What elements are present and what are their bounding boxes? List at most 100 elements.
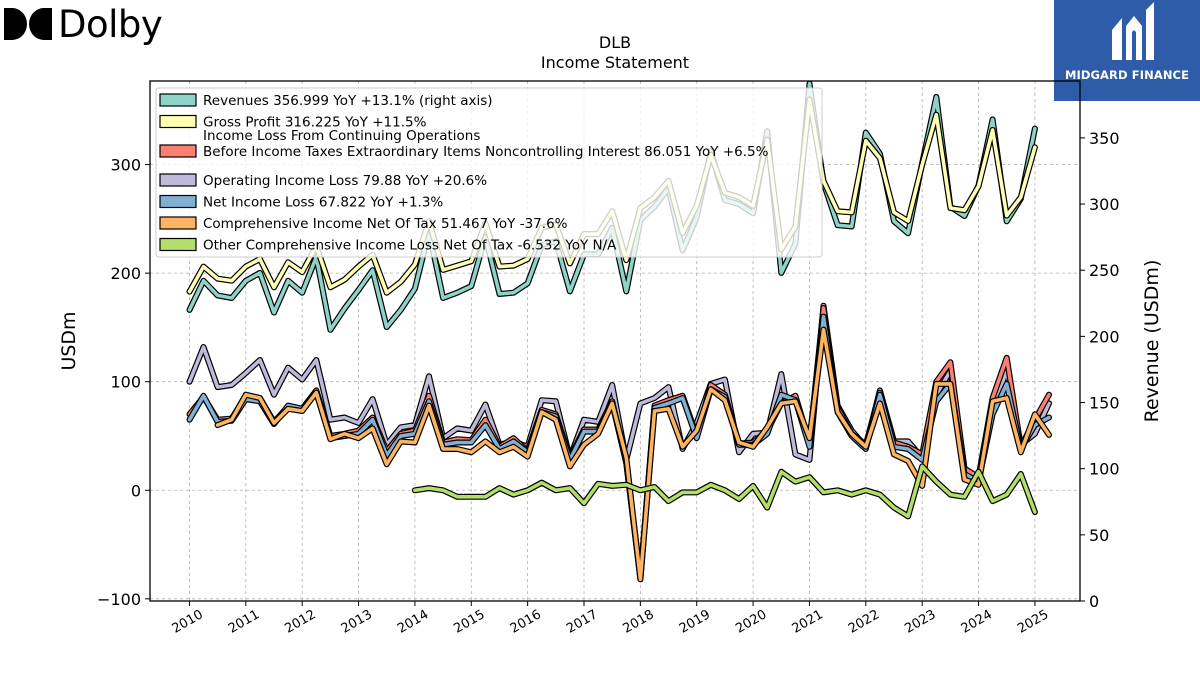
data-point bbox=[513, 446, 514, 447]
data-point bbox=[992, 501, 993, 502]
x-tick-label: 2016 bbox=[508, 607, 544, 637]
x-tick-label: 2010 bbox=[170, 607, 206, 637]
data-point bbox=[809, 477, 810, 478]
data-point bbox=[330, 419, 331, 420]
legend-item: Comprehensive Income Net Of Tax 51.467 Y… bbox=[159, 216, 568, 232]
data-point bbox=[851, 212, 852, 213]
x-tick-label: 2021 bbox=[790, 607, 826, 637]
data-point bbox=[922, 466, 923, 467]
data-point bbox=[682, 446, 683, 447]
data-point bbox=[1049, 417, 1050, 418]
data-point bbox=[330, 439, 331, 440]
data-point bbox=[823, 329, 824, 330]
legend-swatch bbox=[159, 144, 197, 158]
data-point bbox=[992, 401, 993, 402]
data-point bbox=[471, 430, 472, 431]
y-right-tick-label: 0 bbox=[1089, 592, 1099, 611]
data-point bbox=[499, 452, 500, 453]
data-point bbox=[414, 288, 415, 289]
legend-item: Other Comprehensive Income Loss Net Of T… bbox=[159, 238, 617, 254]
data-point bbox=[1049, 394, 1050, 395]
data-point bbox=[217, 425, 218, 426]
data-point bbox=[710, 484, 711, 485]
data-point bbox=[781, 272, 782, 273]
right-axis-ticks: 0 50 100 150 200 250 300 350 bbox=[1080, 129, 1120, 611]
legend-label: Income Loss From Continuing Operations bbox=[203, 128, 480, 144]
data-point bbox=[555, 490, 556, 491]
data-point bbox=[922, 164, 923, 165]
data-point bbox=[584, 503, 585, 504]
x-tick-label: 2011 bbox=[226, 607, 262, 637]
data-point bbox=[443, 449, 444, 450]
data-point bbox=[316, 360, 317, 361]
data-point bbox=[598, 433, 599, 434]
data-point bbox=[513, 494, 514, 495]
data-point bbox=[471, 452, 472, 453]
data-point bbox=[344, 433, 345, 434]
badge-text: MIDGARD FINANCE bbox=[1064, 68, 1190, 82]
data-point bbox=[386, 464, 387, 465]
data-point bbox=[795, 401, 796, 402]
data-point bbox=[527, 490, 528, 491]
data-point bbox=[795, 454, 796, 455]
data-point bbox=[823, 316, 824, 317]
data-point bbox=[203, 395, 204, 396]
data-point bbox=[992, 129, 993, 130]
x-tick-label: 2013 bbox=[339, 607, 375, 637]
data-point bbox=[894, 454, 895, 455]
data-point bbox=[879, 158, 880, 159]
legend-label: Revenues 356.999 YoY +13.1% (right axis) bbox=[203, 93, 493, 109]
data-point bbox=[274, 394, 275, 395]
data-point bbox=[1034, 147, 1035, 148]
data-point bbox=[302, 292, 303, 293]
data-point bbox=[485, 425, 486, 426]
y-axis-label: USDm bbox=[58, 311, 80, 370]
data-point bbox=[964, 479, 965, 480]
data-point bbox=[1006, 215, 1007, 216]
data-point bbox=[569, 263, 570, 264]
legend-swatch bbox=[159, 216, 197, 230]
data-point bbox=[274, 287, 275, 288]
legend-swatch bbox=[159, 194, 197, 209]
data-point bbox=[471, 442, 472, 443]
legend-swatch bbox=[159, 114, 197, 129]
data-point bbox=[809, 438, 810, 439]
data-point bbox=[485, 404, 486, 405]
data-point bbox=[767, 507, 768, 508]
data-point bbox=[457, 292, 458, 293]
x-tick-label: 2020 bbox=[733, 607, 769, 637]
data-point bbox=[485, 419, 486, 420]
legend-swatch bbox=[159, 93, 197, 107]
data-point bbox=[1049, 434, 1050, 435]
data-point bbox=[400, 441, 401, 442]
data-point bbox=[1034, 433, 1035, 434]
data-point bbox=[865, 446, 866, 447]
data-point bbox=[612, 403, 613, 404]
data-point bbox=[739, 442, 740, 443]
legend: Revenues 356.999 YoY +13.1% (right axis)… bbox=[155, 87, 823, 258]
data-point bbox=[739, 499, 740, 500]
y-tick-label: 100 bbox=[110, 373, 141, 392]
x-tick-label: 2015 bbox=[451, 607, 487, 637]
data-point bbox=[781, 394, 782, 395]
data-point bbox=[640, 403, 641, 404]
data-point bbox=[569, 291, 570, 292]
data-point bbox=[908, 516, 909, 517]
y-right-tick-label: 150 bbox=[1089, 394, 1120, 413]
series-outline bbox=[214, 326, 1052, 583]
data-point bbox=[612, 485, 613, 486]
data-point bbox=[245, 373, 246, 374]
y-axis-label-right: Revenue (USDm) bbox=[1141, 260, 1163, 423]
data-point bbox=[485, 441, 486, 442]
chart-title: DLB bbox=[599, 33, 631, 52]
data-point bbox=[851, 433, 852, 434]
data-point bbox=[400, 436, 401, 437]
legend-item: Gross Profit 316.225 YoY +11.5% bbox=[159, 114, 427, 131]
data-point bbox=[964, 210, 965, 211]
data-point bbox=[682, 398, 683, 399]
data-point bbox=[767, 433, 768, 434]
data-point bbox=[513, 292, 514, 293]
data-point bbox=[217, 278, 218, 279]
data-point bbox=[499, 488, 500, 489]
